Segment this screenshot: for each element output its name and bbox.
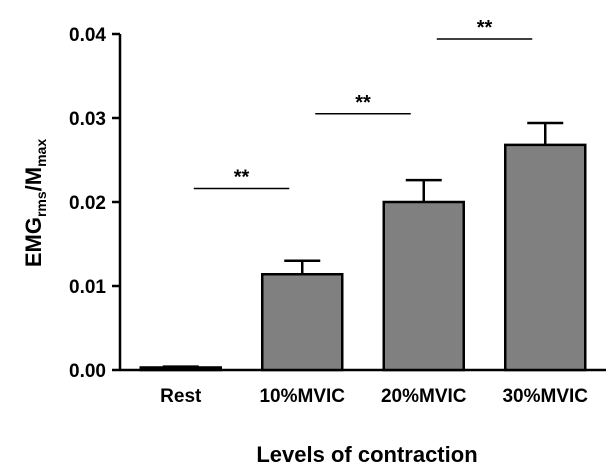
- bar: [504, 143, 587, 372]
- significance-label: **: [477, 17, 493, 39]
- y-axis-title-mid: /M: [21, 167, 46, 191]
- y-axis-title-main: EMG: [21, 217, 46, 267]
- y-tick-label: 0.00: [69, 361, 106, 382]
- y-axis: 0.00 0.01 0.02 0.03 0.04: [69, 25, 122, 382]
- x-axis-title: Levels of contraction: [256, 442, 477, 466]
- y-tick-label: 0.01: [69, 277, 106, 298]
- bars: [139, 121, 587, 372]
- y-tick-label: 0.04: [69, 25, 106, 46]
- y-axis-title: EMGrms/Mmax: [21, 139, 49, 268]
- x-tick-label: Rest: [160, 386, 202, 407]
- y-axis-title-sub1: rms: [33, 191, 49, 217]
- bar: [382, 200, 465, 372]
- x-tick-label: 10%MVIC: [259, 386, 345, 407]
- x-tick-label: 30%MVIC: [502, 386, 588, 407]
- y-tick-label: 0.02: [69, 193, 106, 214]
- bar: [261, 272, 344, 372]
- significance-label: **: [355, 92, 371, 114]
- x-axis: Rest 10%MVIC 20%MVIC 30%MVIC: [120, 368, 606, 407]
- x-tick-label: 20%MVIC: [381, 386, 467, 407]
- significance-label: **: [234, 167, 250, 189]
- significance-markers: ** ** **: [193, 17, 533, 190]
- y-axis-title-sub2: max: [33, 139, 49, 167]
- y-tick-label: 0.03: [69, 109, 106, 130]
